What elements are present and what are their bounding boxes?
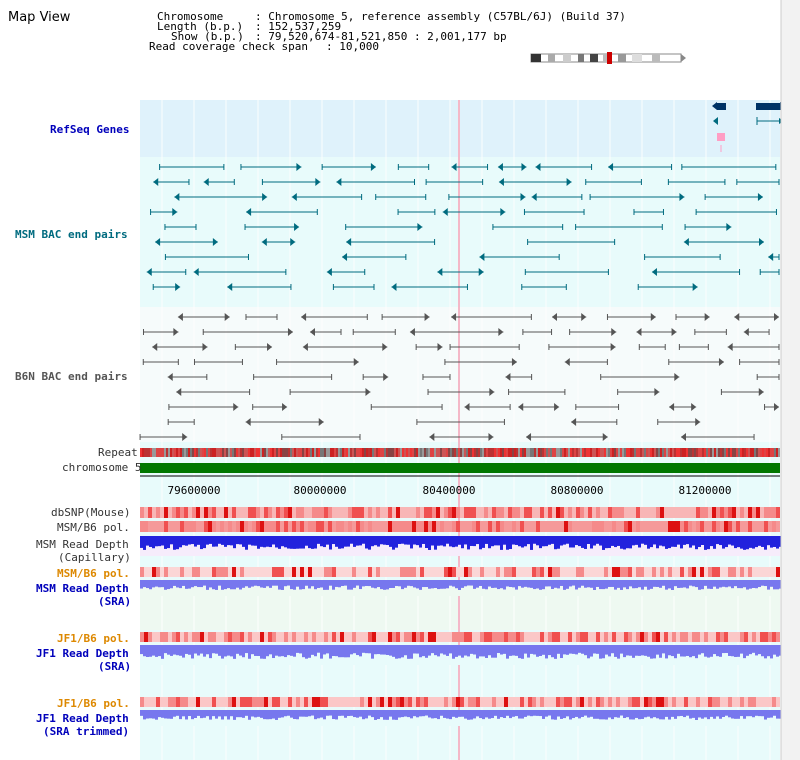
tick-label-3: 80400000 xyxy=(423,484,476,497)
polymorphism-heat-tracks[interactable] xyxy=(140,507,780,707)
track-label-msm-b6-pol-1[interactable]: MSM/B6 pol. xyxy=(57,521,130,534)
show-key: Show (b.p.) xyxy=(171,30,244,43)
tick-label-5: 81200000 xyxy=(679,484,732,497)
track-label-msm-depth-cap[interactable]: MSM Read Depth xyxy=(36,538,129,551)
track-label-chromosome[interactable]: chromosome 5 xyxy=(62,461,142,474)
vertical-scrollbar[interactable] xyxy=(781,0,800,760)
b6n-bac-end-pairs-track[interactable] xyxy=(139,313,780,441)
show-value: : 79,520,674-81,521,850 : 2,001,177 bp xyxy=(255,30,507,43)
track-label-msm-b6-pol-2[interactable]: MSM/B6 pol. xyxy=(57,567,130,580)
track-label-dbsnp[interactable]: dbSNP(Mouse) xyxy=(51,506,131,519)
chromosome-ideogram[interactable] xyxy=(530,52,686,64)
track-label-jf1-depth-trim-sub: (SRA trimmed) xyxy=(43,725,130,738)
read-depth-tracks[interactable] xyxy=(140,536,782,726)
length-key: Length (b.p.) xyxy=(157,20,244,33)
track-label-msm-bac[interactable]: MSM BAC end pairs xyxy=(15,228,128,241)
span-value: : 10,000 xyxy=(326,40,379,53)
position-axis: 79600000 80000000 80400000 80800000 8120… xyxy=(140,475,780,497)
tick-label-4: 80800000 xyxy=(551,484,604,497)
track-label-msm-depth-sra-sub: (SRA) xyxy=(98,595,132,608)
track-label-jf1-b6-pol-2[interactable]: JF1/B6 pol. xyxy=(57,697,130,710)
track-label-jf1-depth-sra[interactable]: JF1 Read Depth xyxy=(36,647,129,660)
track-label-msm-depth-cap-sub: (Capillary) xyxy=(58,551,131,564)
track-label-repeat[interactable]: Repeat xyxy=(98,446,138,459)
msm-bac-end-pairs-track[interactable] xyxy=(146,163,780,291)
tick-label-1: 79600000 xyxy=(168,484,221,497)
track-label-b6n-bac[interactable]: B6N BAC end pairs xyxy=(15,370,128,383)
tick-label-2: 80000000 xyxy=(294,484,347,497)
chromosome-value: : Chromosome 5, reference assembly (C57B… xyxy=(255,10,626,23)
repeat-track[interactable] xyxy=(140,448,780,457)
panel-title: Map View xyxy=(8,10,71,25)
track-label-msm-depth-sra[interactable]: MSM Read Depth xyxy=(36,582,129,595)
track-label-jf1-depth-sra-sub: (SRA) xyxy=(98,660,132,673)
chromosome-key: Chromosome xyxy=(157,10,224,23)
span-key: Read coverage check span xyxy=(149,40,308,53)
length-value: : 152,537,259 xyxy=(255,20,342,33)
track-label-jf1-depth-trim[interactable]: JF1 Read Depth xyxy=(36,712,129,725)
track-label-refseq[interactable]: RefSeq Genes xyxy=(50,123,130,136)
track-label-jf1-b6-pol-1[interactable]: JF1/B6 pol. xyxy=(57,632,130,645)
chromosome-bar[interactable] xyxy=(140,463,780,473)
